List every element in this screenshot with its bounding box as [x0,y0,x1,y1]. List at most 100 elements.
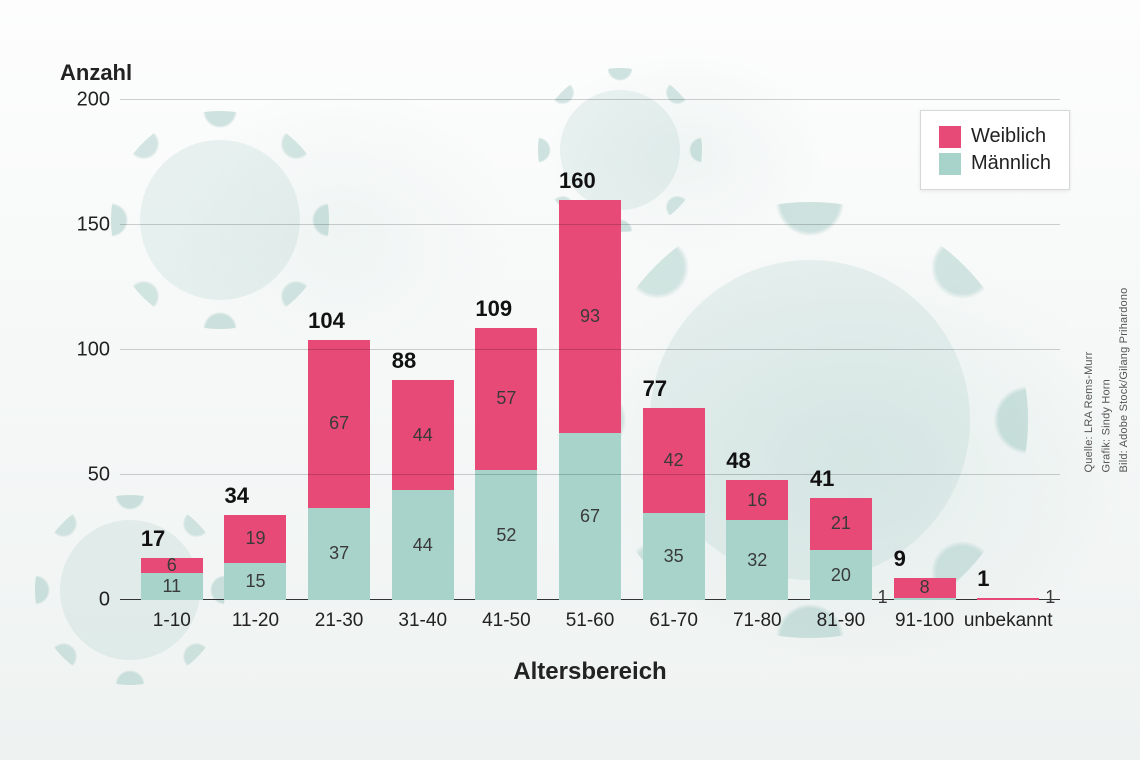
y-tick-label: 200 [60,89,110,112]
x-axis-title: Altersbereich [513,658,666,686]
segment-value-female: 21 [831,513,851,534]
segment-female: 67 [308,340,370,508]
stacked-bar: 111 [977,598,1039,601]
segment-male: 11 [141,573,203,601]
bar-slot: 61-70354277 [632,100,716,600]
bar-total: 34 [224,483,248,509]
stacked-bar: 354277 [643,408,705,601]
gridline [120,474,1060,475]
segment-value-female: 67 [329,413,349,434]
segment-value-male: 67 [580,506,600,527]
segment-value-male: 44 [413,535,433,556]
segment-value-female: 57 [496,388,516,409]
bar-total: 77 [643,376,667,402]
segment-male: 32 [726,520,788,600]
bar-slot: 71-80321648 [715,100,799,600]
segment-female: 16 [726,480,788,520]
segment-value-female-ext: 1 [1045,587,1055,608]
gridline [120,99,1060,100]
segment-male: 15 [224,563,286,601]
bar-slot: 1-1011617 [130,100,214,600]
segment-male: 20 [810,550,872,600]
segment-value-male-ext: 1 [878,587,888,608]
bar-total: 160 [559,168,596,194]
y-axis-title: Anzahl [60,60,132,86]
stacked-bar: 5257109 [475,328,537,601]
segment-male: 35 [643,513,705,601]
segment-value-female: 93 [580,306,600,327]
bar-slot: 81-90202141 [799,100,883,600]
x-tick-label: 11-20 [232,610,279,632]
legend-label: Weiblich [971,125,1046,148]
x-tick-label: 31-40 [398,610,447,632]
segment-value-female: 16 [747,490,767,511]
segment-female: 1 [977,598,1039,601]
credit-source: Quelle: LRA Rems-Murr [1081,288,1099,473]
bar-total: 17 [141,526,165,552]
x-tick-label: 21-30 [315,610,364,632]
segment-value-male: 20 [831,565,851,586]
segment-female: 42 [643,408,705,513]
bar-slot: 31-40444488 [381,100,465,600]
bar-total: 109 [475,296,512,322]
bar-total: 9 [894,546,906,572]
segment-female: 93 [559,200,621,433]
x-tick-label: 61-70 [649,610,698,632]
segment-female: 21 [810,498,872,551]
segment-male: 44 [392,490,454,600]
legend-swatch [939,126,961,148]
y-tick-label: 50 [60,464,110,487]
x-tick-label: 71-80 [733,610,782,632]
segment-value-male: 35 [664,546,684,567]
x-tick-label: unbekannt [964,610,1053,632]
stacked-bar: 1819 [894,578,956,601]
segment-female: 8 [894,578,956,598]
x-tick-label: 1-10 [153,610,191,632]
segment-value-male: 52 [496,525,516,546]
segment-value-female: 42 [664,450,684,471]
x-tick-label: 91-100 [895,610,954,632]
segment-female: 6 [141,558,203,573]
segment-value-male: 32 [747,550,767,571]
bar-total: 88 [392,348,416,374]
stacked-bar: 11617 [141,558,203,601]
segment-male: 52 [475,470,537,600]
chart-container: Anzahl 1-101161711-2015193421-3037671043… [60,60,1080,700]
x-tick-label: 51-60 [566,610,615,632]
segment-male: 37 [308,508,370,601]
bar-slot: 11-20151934 [214,100,298,600]
bar-slot: 51-606793160 [548,100,632,600]
legend-item: Männlich [939,150,1051,177]
segment-value-male: 15 [245,571,265,592]
x-tick-label: 81-90 [817,610,866,632]
segment-value-female: 19 [245,528,265,549]
legend-item: Weiblich [939,123,1051,150]
segment-value-female: 6 [167,555,177,576]
bar-slot: 21-303767104 [297,100,381,600]
legend-label: Männlich [971,152,1051,175]
credit-image: Bild: Adobe Stock/Gilang Prihardono [1116,288,1134,473]
stacked-bar: 444488 [392,380,454,600]
gridline [120,349,1060,350]
bar-total: 1 [977,566,989,592]
segment-value-male: 37 [329,543,349,564]
y-tick-label: 150 [60,214,110,237]
legend-swatch [939,153,961,175]
credit-graphic: Grafik: Sindy Horn [1099,288,1117,473]
bar-slot: 41-505257109 [465,100,549,600]
segment-female: 19 [224,515,286,563]
bar-total: 48 [726,448,750,474]
x-tick-label: 41-50 [482,610,531,632]
bar-total: 104 [308,308,345,334]
segment-value-female: 44 [413,425,433,446]
stacked-bar: 321648 [726,480,788,600]
bar-total: 41 [810,466,834,492]
segment-value-female: 8 [920,577,930,598]
stacked-bar: 202141 [810,498,872,601]
y-tick-label: 0 [60,589,110,612]
credits: Quelle: LRA Rems-Murr Grafik: Sindy Horn… [1081,280,1134,481]
segment-value-male: 11 [162,576,181,597]
stacked-bar: 151934 [224,515,286,600]
gridline [120,224,1060,225]
segment-male: 67 [559,433,621,601]
